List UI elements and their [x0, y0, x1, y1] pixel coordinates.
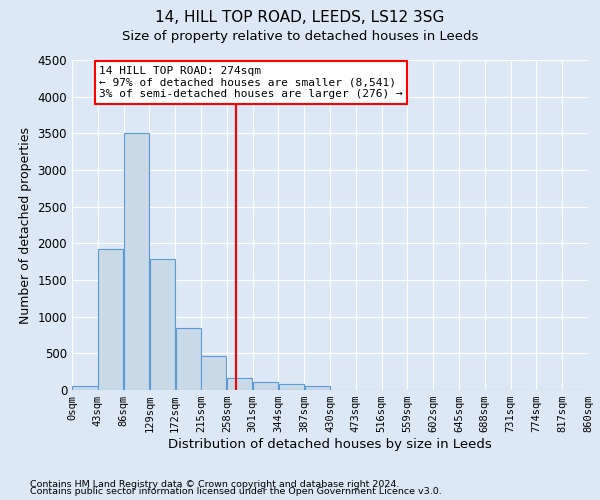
Text: Size of property relative to detached houses in Leeds: Size of property relative to detached ho…	[122, 30, 478, 43]
Text: 14, HILL TOP ROAD, LEEDS, LS12 3SG: 14, HILL TOP ROAD, LEEDS, LS12 3SG	[155, 10, 445, 25]
Bar	[227, 378, 252, 390]
Bar	[124, 134, 149, 390]
Text: Contains HM Land Registry data © Crown copyright and database right 2024.: Contains HM Land Registry data © Crown c…	[30, 480, 400, 489]
Bar	[176, 328, 200, 390]
Bar	[150, 258, 175, 390]
Bar	[98, 249, 124, 390]
Bar	[73, 386, 97, 390]
Bar	[278, 384, 304, 390]
X-axis label: Distribution of detached houses by size in Leeds: Distribution of detached houses by size …	[168, 438, 492, 451]
Text: Contains public sector information licensed under the Open Government Licence v3: Contains public sector information licen…	[30, 487, 442, 496]
Y-axis label: Number of detached properties: Number of detached properties	[19, 126, 32, 324]
Bar	[305, 386, 330, 390]
Bar	[253, 382, 278, 390]
Text: 14 HILL TOP ROAD: 274sqm
← 97% of detached houses are smaller (8,541)
3% of semi: 14 HILL TOP ROAD: 274sqm ← 97% of detach…	[99, 66, 403, 99]
Bar	[202, 356, 227, 390]
